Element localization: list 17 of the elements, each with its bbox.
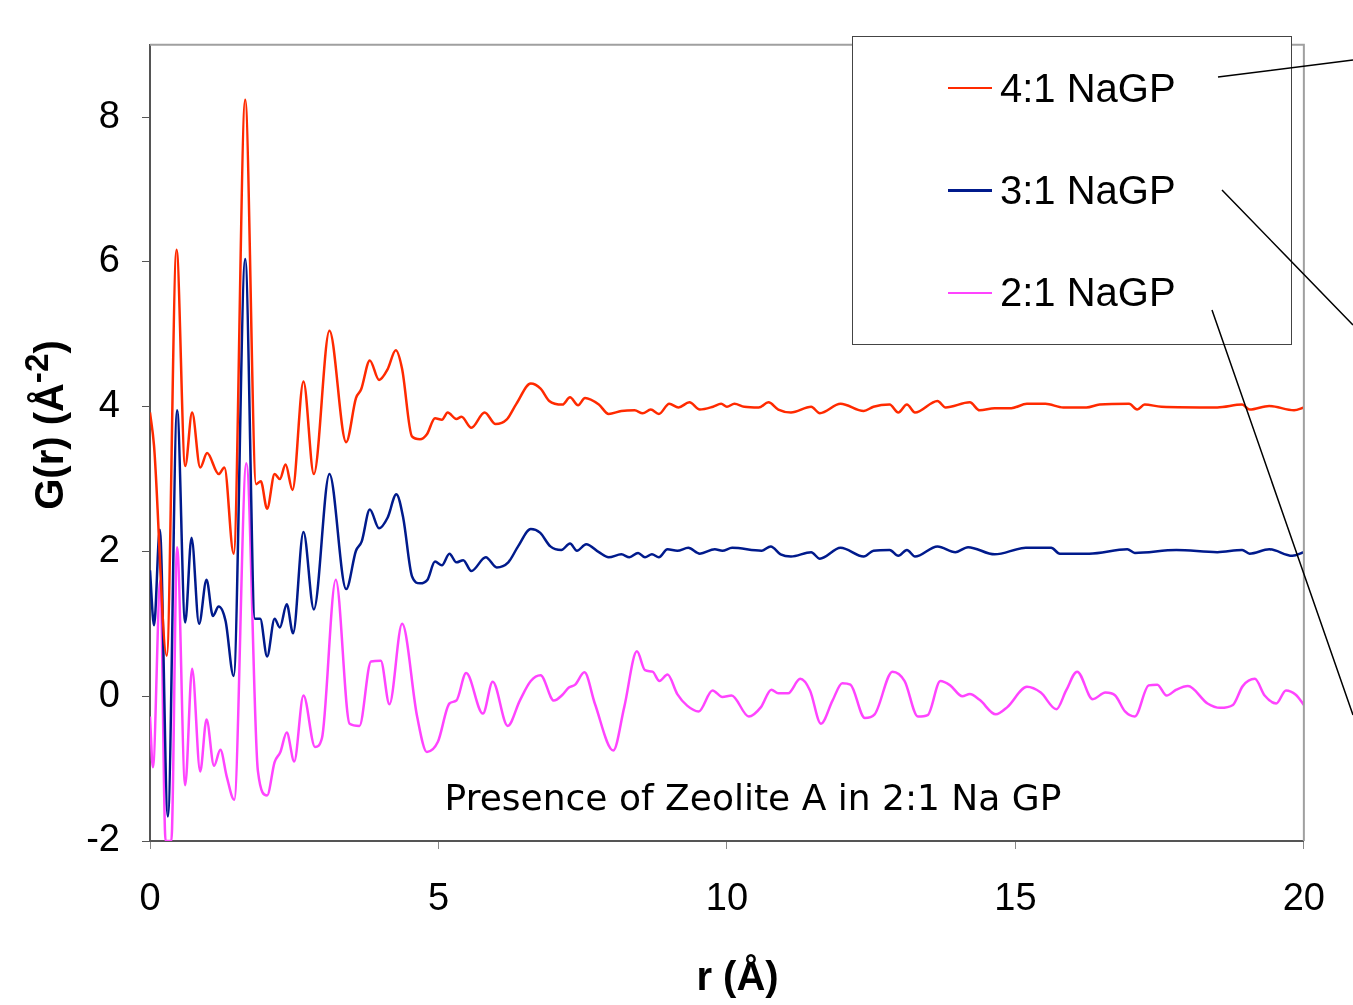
- x-tick-label: 10: [705, 876, 749, 919]
- x-tick-label: 0: [139, 876, 161, 919]
- y-tick-label: 2: [98, 527, 120, 570]
- y-tick-label: 8: [98, 93, 120, 136]
- y-tick-label: -2: [86, 817, 120, 860]
- x-tick-label: 5: [427, 876, 450, 919]
- legend-label: 3:1 NaGP: [1000, 167, 1176, 213]
- line-series: [150, 257, 1304, 818]
- x-tick-label: 20: [1282, 876, 1326, 919]
- legend-label: 2:1 NaGP: [1000, 270, 1176, 316]
- y-tick-label: 6: [98, 238, 120, 281]
- y-tick-label: 0: [98, 672, 120, 715]
- legend-label: 4:1 NaGP: [1000, 65, 1176, 111]
- y-tick-label: 4: [98, 383, 120, 426]
- annotation: Presence of Zeolite A in 2:1 Na GP: [444, 776, 1062, 818]
- x-tick-label: 15: [994, 876, 1037, 919]
- x-axis-title: r (Å): [696, 953, 779, 999]
